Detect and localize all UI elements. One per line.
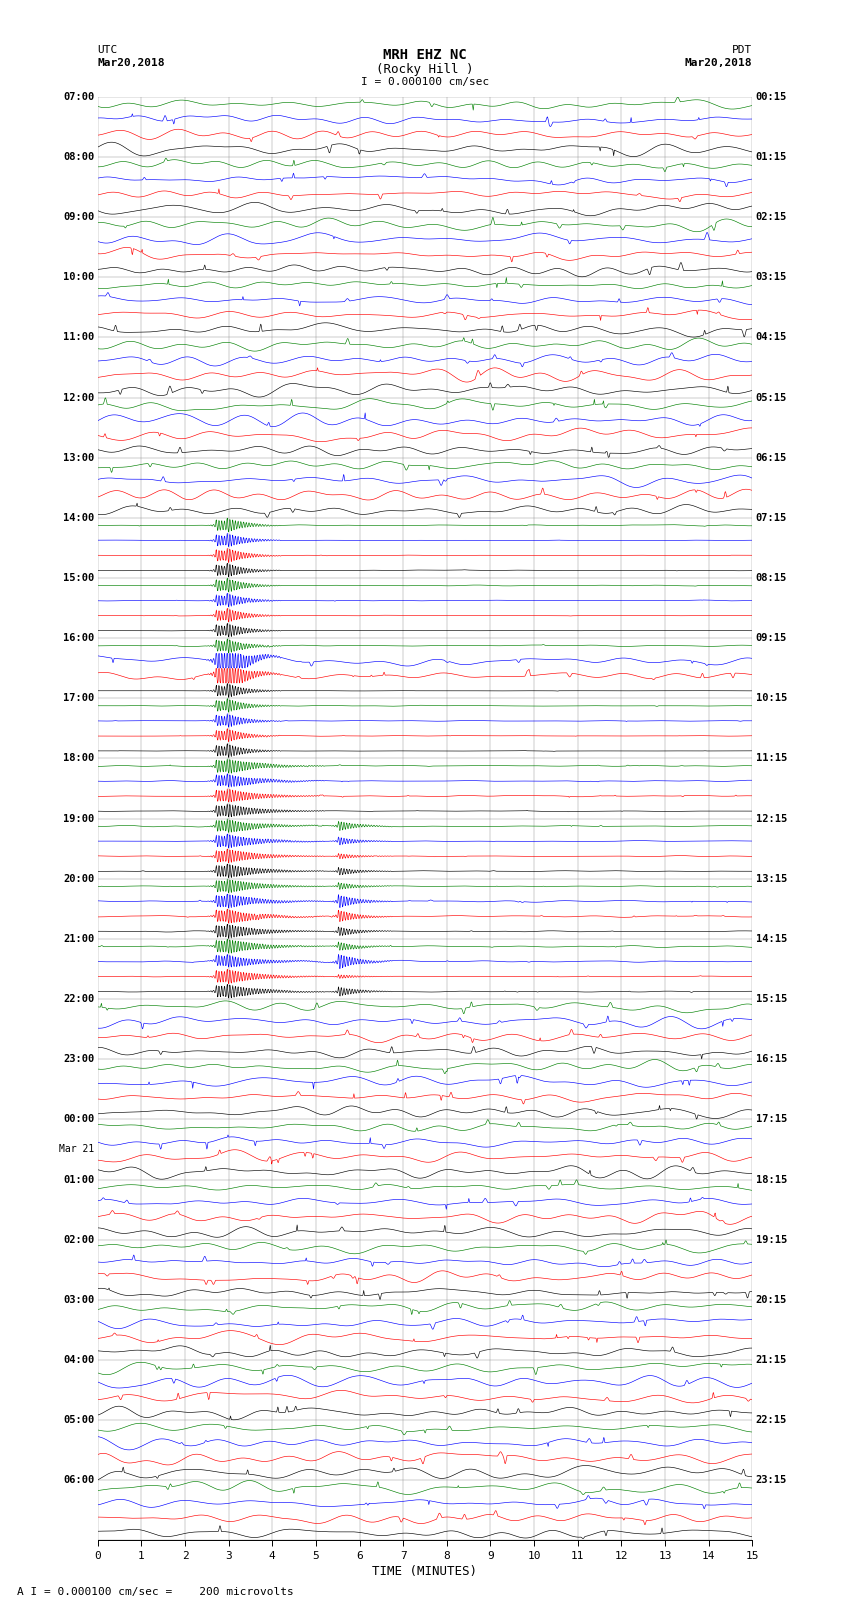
Text: 16:00: 16:00 — [63, 634, 94, 644]
X-axis label: TIME (MINUTES): TIME (MINUTES) — [372, 1565, 478, 1578]
Text: 15:15: 15:15 — [756, 994, 787, 1003]
Text: 11:15: 11:15 — [756, 753, 787, 763]
Text: 12:00: 12:00 — [63, 392, 94, 403]
Text: 13:15: 13:15 — [756, 874, 787, 884]
Text: 07:15: 07:15 — [756, 513, 787, 523]
Text: 19:15: 19:15 — [756, 1234, 787, 1245]
Text: 01:00: 01:00 — [63, 1174, 94, 1184]
Text: 12:15: 12:15 — [756, 813, 787, 824]
Text: 20:00: 20:00 — [63, 874, 94, 884]
Text: 07:00: 07:00 — [63, 92, 94, 102]
Text: 05:00: 05:00 — [63, 1415, 94, 1426]
Text: UTC: UTC — [98, 45, 118, 55]
Text: 06:00: 06:00 — [63, 1476, 94, 1486]
Text: 10:15: 10:15 — [756, 694, 787, 703]
Text: 18:15: 18:15 — [756, 1174, 787, 1184]
Text: 21:00: 21:00 — [63, 934, 94, 944]
Text: 08:15: 08:15 — [756, 573, 787, 582]
Text: 03:00: 03:00 — [63, 1295, 94, 1305]
Text: 21:15: 21:15 — [756, 1355, 787, 1365]
Text: 02:15: 02:15 — [756, 211, 787, 223]
Text: (Rocky Hill ): (Rocky Hill ) — [377, 63, 473, 76]
Text: 13:00: 13:00 — [63, 453, 94, 463]
Text: 03:15: 03:15 — [756, 273, 787, 282]
Text: Mar20,2018: Mar20,2018 — [98, 58, 165, 68]
Text: 05:15: 05:15 — [756, 392, 787, 403]
Text: 06:15: 06:15 — [756, 453, 787, 463]
Text: MRH EHZ NC: MRH EHZ NC — [383, 48, 467, 63]
Text: 14:15: 14:15 — [756, 934, 787, 944]
Text: 04:15: 04:15 — [756, 332, 787, 342]
Text: 22:15: 22:15 — [756, 1415, 787, 1426]
Text: 08:00: 08:00 — [63, 152, 94, 161]
Text: 11:00: 11:00 — [63, 332, 94, 342]
Text: 09:15: 09:15 — [756, 634, 787, 644]
Text: I = 0.000100 cm/sec: I = 0.000100 cm/sec — [361, 77, 489, 87]
Text: 14:00: 14:00 — [63, 513, 94, 523]
Text: 17:15: 17:15 — [756, 1115, 787, 1124]
Text: PDT: PDT — [732, 45, 752, 55]
Text: 19:00: 19:00 — [63, 813, 94, 824]
Text: 09:00: 09:00 — [63, 211, 94, 223]
Text: 00:00: 00:00 — [63, 1115, 94, 1124]
Text: 04:00: 04:00 — [63, 1355, 94, 1365]
Text: 15:00: 15:00 — [63, 573, 94, 582]
Text: 18:00: 18:00 — [63, 753, 94, 763]
Text: A I = 0.000100 cm/sec =    200 microvolts: A I = 0.000100 cm/sec = 200 microvolts — [17, 1587, 294, 1597]
Text: Mar20,2018: Mar20,2018 — [685, 58, 752, 68]
Text: 22:00: 22:00 — [63, 994, 94, 1003]
Text: 20:15: 20:15 — [756, 1295, 787, 1305]
Text: 23:15: 23:15 — [756, 1476, 787, 1486]
Text: 02:00: 02:00 — [63, 1234, 94, 1245]
Text: 01:15: 01:15 — [756, 152, 787, 161]
Text: 00:15: 00:15 — [756, 92, 787, 102]
Text: Mar 21: Mar 21 — [60, 1145, 94, 1155]
Text: 10:00: 10:00 — [63, 273, 94, 282]
Text: 16:15: 16:15 — [756, 1055, 787, 1065]
Text: 17:00: 17:00 — [63, 694, 94, 703]
Text: 23:00: 23:00 — [63, 1055, 94, 1065]
